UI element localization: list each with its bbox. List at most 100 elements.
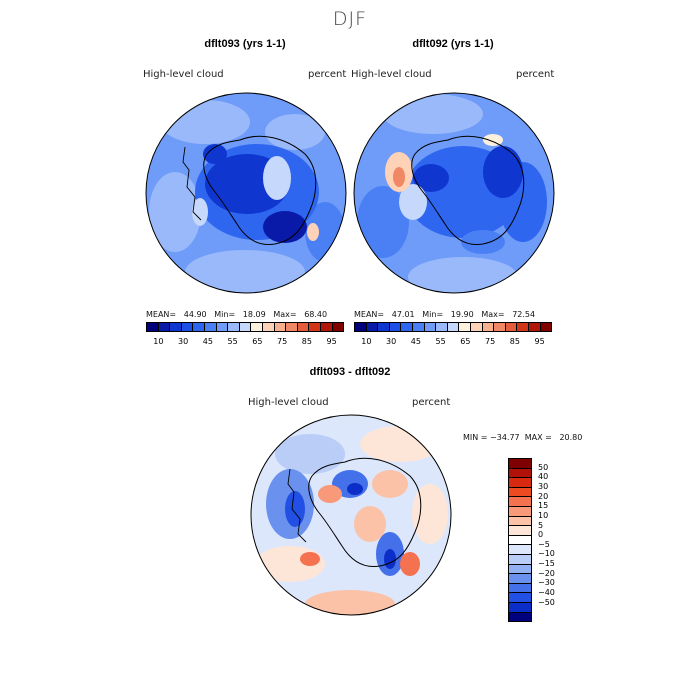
panel1-colorbar-labels: 10 30 45 55 65 75 85 95 bbox=[146, 337, 344, 346]
colorbar-swatch bbox=[412, 323, 425, 331]
colorbar-swatch bbox=[470, 323, 483, 331]
diff-colorbar-tick-label: 10 bbox=[538, 510, 549, 520]
diff-colorbar-tick-label: −5 bbox=[538, 539, 550, 549]
colorbar-swatch bbox=[332, 323, 344, 331]
colorbar-tick-label: 85 bbox=[301, 337, 312, 346]
panel1-colorbar bbox=[146, 322, 344, 332]
colorbar-swatch bbox=[401, 323, 413, 331]
diff-variable-label: High-level cloud bbox=[248, 397, 329, 408]
colorbar-swatch bbox=[228, 323, 240, 331]
page-title: DJF bbox=[332, 8, 368, 30]
colorbar-swatch bbox=[366, 323, 379, 331]
colorbar-tick-label: 10 bbox=[153, 337, 164, 346]
diff-colorbar-swatch bbox=[509, 497, 531, 507]
panel1-map bbox=[145, 92, 347, 294]
colorbar-swatch bbox=[355, 323, 367, 331]
diff-colorbar-tick-label: 40 bbox=[538, 472, 549, 482]
colorbar-swatch bbox=[540, 323, 552, 331]
colorbar-swatch bbox=[170, 323, 182, 331]
panel2-variable-label: High-level cloud bbox=[351, 69, 432, 80]
diff-colorbar-swatch bbox=[509, 583, 531, 594]
colorbar-swatch bbox=[297, 323, 310, 331]
colorbar-swatch bbox=[436, 323, 448, 331]
diff-colorbar-tick-label: −10 bbox=[538, 549, 555, 559]
panel1-units-label: percent bbox=[308, 69, 347, 80]
panel2-stats: MEAN= 47.01 Min= 19.90 Max= 72.54 bbox=[354, 310, 536, 319]
colorbar-tick-label: 85 bbox=[509, 337, 520, 346]
diff-colorbar-tick-label: 15 bbox=[538, 501, 549, 511]
colorbar-tick-label: 75 bbox=[277, 337, 288, 346]
colorbar-tick-label: 10 bbox=[361, 337, 372, 346]
colorbar-swatch bbox=[424, 323, 437, 331]
diff-minmax: MIN = −34.77 MAX = 20.80 bbox=[463, 433, 583, 442]
diff-units-label: percent bbox=[412, 397, 451, 408]
colorbar-swatch bbox=[251, 323, 263, 331]
colorbar-swatch bbox=[320, 323, 333, 331]
diff-colorbar-swatch bbox=[509, 506, 531, 517]
diff-map bbox=[250, 414, 452, 616]
colorbar-tick-label: 55 bbox=[435, 337, 446, 346]
colorbar-tick-label: 75 bbox=[485, 337, 496, 346]
diff-colorbar-swatch bbox=[509, 574, 531, 584]
diff-colorbar-tick-label: −50 bbox=[538, 597, 555, 607]
panel1-stats: MEAN= 44.90 Min= 18.09 Max= 68.40 bbox=[146, 310, 328, 319]
diff-colorbar-swatch bbox=[509, 478, 531, 488]
diff-colorbar-tick-label: 5 bbox=[538, 520, 544, 530]
diff-colorbar-swatch bbox=[509, 602, 531, 613]
colorbar-tick-label: 95 bbox=[534, 337, 545, 346]
colorbar-tick-label: 65 bbox=[252, 337, 263, 346]
diff-colorbar-tick-label: −20 bbox=[538, 568, 555, 578]
diff-colorbar-labels: 50 40 30 20 15 10 5 0 −5 −10 −15 −20 −30 −40 −50 bbox=[538, 458, 578, 622]
diff-colorbar-tick-label: 50 bbox=[538, 462, 549, 472]
diff-colorbar-swatch bbox=[509, 459, 531, 469]
panel2-units-label: percent bbox=[516, 69, 555, 80]
diff-colorbar-swatch bbox=[509, 564, 531, 575]
diff-colorbar-tick-label: −15 bbox=[538, 559, 555, 569]
panel1-title: dflt093 (yrs 1-1) bbox=[204, 38, 286, 50]
colorbar-tick-label: 55 bbox=[227, 337, 238, 346]
colorbar-swatch bbox=[158, 323, 171, 331]
diff-title: dflt093 - dflt092 bbox=[309, 366, 391, 378]
colorbar-swatch bbox=[528, 323, 541, 331]
diff-colorbar-swatch bbox=[509, 526, 531, 536]
colorbar-swatch bbox=[505, 323, 518, 331]
colorbar-swatch bbox=[239, 323, 252, 331]
diff-colorbar-swatch bbox=[509, 554, 531, 565]
colorbar-tick-label: 45 bbox=[410, 337, 421, 346]
colorbar-swatch bbox=[309, 323, 321, 331]
diff-colorbar-swatch bbox=[509, 487, 531, 498]
diff-colorbar-tick-label: −30 bbox=[538, 578, 555, 588]
panel2-colorbar-labels: 10 30 45 55 65 75 85 95 bbox=[354, 337, 552, 346]
diff-colorbar-swatch bbox=[509, 468, 531, 479]
colorbar-swatch bbox=[447, 323, 460, 331]
diff-colorbar-tick-label: 30 bbox=[538, 481, 549, 491]
colorbar-swatch bbox=[147, 323, 159, 331]
colorbar-swatch bbox=[286, 323, 298, 331]
colorbar-swatch bbox=[181, 323, 194, 331]
diff-colorbar-tick-label: 20 bbox=[538, 491, 549, 501]
colorbar-swatch bbox=[262, 323, 275, 331]
diff-colorbar-swatch bbox=[509, 535, 531, 546]
panel2-colorbar bbox=[354, 322, 552, 332]
diff-colorbar-swatch bbox=[509, 516, 531, 527]
panel1-variable-label: High-level cloud bbox=[143, 69, 224, 80]
diff-colorbar bbox=[508, 458, 532, 622]
panel2-title: dflt092 (yrs 1-1) bbox=[412, 38, 494, 50]
colorbar-swatch bbox=[459, 323, 471, 331]
diff-colorbar-tick-label: 0 bbox=[538, 530, 544, 540]
diff-colorbar-swatch bbox=[509, 545, 531, 555]
panel2-map bbox=[353, 92, 555, 294]
colorbar-swatch bbox=[204, 323, 217, 331]
colorbar-tick-label: 45 bbox=[202, 337, 213, 346]
diff-colorbar-swatch bbox=[509, 612, 531, 622]
diff-colorbar-tick-label: −40 bbox=[538, 588, 555, 598]
colorbar-tick-label: 30 bbox=[178, 337, 189, 346]
colorbar-swatch bbox=[517, 323, 529, 331]
colorbar-swatch bbox=[274, 323, 287, 331]
colorbar-swatch bbox=[193, 323, 205, 331]
colorbar-swatch bbox=[378, 323, 390, 331]
colorbar-swatch bbox=[389, 323, 402, 331]
colorbar-swatch bbox=[494, 323, 506, 331]
colorbar-tick-label: 30 bbox=[386, 337, 397, 346]
colorbar-tick-label: 95 bbox=[326, 337, 337, 346]
